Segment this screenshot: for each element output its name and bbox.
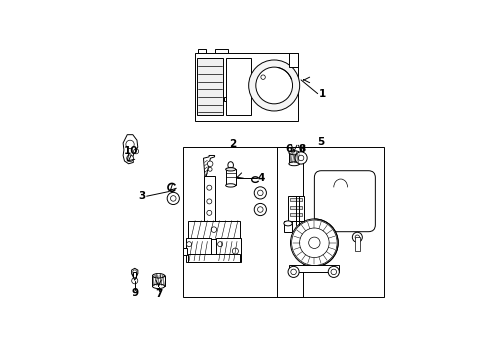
- Circle shape: [352, 232, 362, 242]
- Bar: [287, 196, 304, 221]
- Text: 2: 2: [228, 139, 236, 149]
- Polygon shape: [203, 156, 214, 176]
- Circle shape: [217, 242, 222, 247]
- Bar: [289, 53, 297, 67]
- Bar: [196, 58, 223, 115]
- Circle shape: [257, 207, 263, 212]
- Ellipse shape: [152, 284, 164, 288]
- Circle shape: [206, 210, 211, 215]
- Circle shape: [294, 152, 306, 164]
- Bar: [290, 206, 301, 209]
- Ellipse shape: [227, 167, 233, 170]
- Circle shape: [257, 190, 263, 195]
- Text: 9: 9: [131, 288, 138, 298]
- Circle shape: [290, 219, 338, 267]
- Circle shape: [254, 187, 266, 199]
- Circle shape: [232, 248, 238, 254]
- Ellipse shape: [152, 274, 164, 278]
- Bar: [284, 221, 292, 232]
- Bar: [216, 238, 241, 262]
- Bar: [224, 97, 228, 102]
- Circle shape: [170, 196, 176, 201]
- Text: 6: 6: [285, 144, 292, 154]
- Bar: [198, 49, 206, 53]
- Circle shape: [287, 266, 299, 278]
- Bar: [183, 147, 303, 297]
- Text: 4: 4: [257, 173, 264, 183]
- Bar: [203, 176, 214, 222]
- Bar: [152, 276, 164, 286]
- Circle shape: [167, 192, 179, 204]
- Polygon shape: [131, 268, 138, 275]
- Circle shape: [208, 167, 212, 171]
- Bar: [214, 49, 228, 53]
- Circle shape: [291, 150, 296, 155]
- Bar: [288, 265, 338, 272]
- Circle shape: [299, 228, 328, 257]
- Circle shape: [291, 220, 336, 266]
- Bar: [195, 53, 297, 121]
- Ellipse shape: [225, 184, 235, 187]
- Circle shape: [126, 155, 133, 162]
- Ellipse shape: [288, 162, 299, 166]
- Circle shape: [255, 67, 292, 104]
- Circle shape: [156, 274, 161, 278]
- Circle shape: [206, 185, 211, 190]
- Circle shape: [298, 155, 303, 161]
- Bar: [186, 238, 211, 262]
- Bar: [276, 147, 383, 297]
- Text: 1: 1: [318, 89, 325, 99]
- Bar: [225, 58, 250, 115]
- Bar: [133, 272, 136, 281]
- Text: 5: 5: [317, 136, 324, 147]
- Ellipse shape: [288, 151, 299, 155]
- Circle shape: [131, 278, 138, 284]
- Ellipse shape: [227, 162, 233, 168]
- Bar: [354, 237, 359, 251]
- Text: 7: 7: [155, 289, 162, 299]
- Bar: [183, 248, 187, 255]
- Circle shape: [211, 227, 216, 233]
- Bar: [225, 169, 235, 185]
- Bar: [290, 198, 301, 202]
- Ellipse shape: [284, 221, 292, 226]
- Ellipse shape: [225, 168, 235, 171]
- Circle shape: [207, 161, 212, 167]
- Bar: [188, 221, 239, 239]
- Text: 3: 3: [138, 191, 145, 201]
- Circle shape: [133, 270, 137, 274]
- Text: 10: 10: [123, 146, 138, 156]
- Bar: [188, 254, 239, 262]
- Circle shape: [125, 140, 134, 149]
- Circle shape: [308, 237, 320, 248]
- Circle shape: [186, 242, 191, 247]
- Circle shape: [330, 269, 336, 275]
- Bar: [290, 213, 301, 216]
- Circle shape: [234, 98, 241, 105]
- Circle shape: [327, 266, 339, 278]
- Circle shape: [290, 269, 296, 275]
- Circle shape: [354, 235, 359, 239]
- FancyBboxPatch shape: [314, 171, 375, 232]
- Bar: [288, 153, 299, 164]
- Circle shape: [133, 149, 138, 154]
- Text: 8: 8: [298, 144, 305, 154]
- Circle shape: [206, 199, 211, 204]
- Circle shape: [248, 60, 299, 111]
- Circle shape: [260, 75, 265, 79]
- Circle shape: [254, 203, 266, 216]
- Polygon shape: [123, 135, 138, 164]
